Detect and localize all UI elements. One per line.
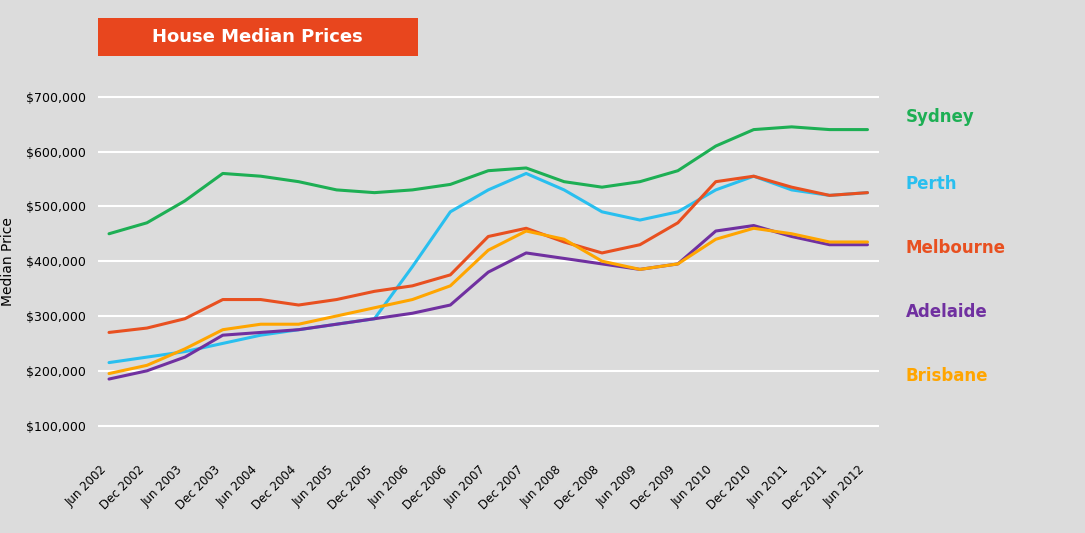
Text: Adelaide: Adelaide <box>906 303 987 321</box>
Text: Brisbane: Brisbane <box>906 367 988 385</box>
Text: House Median Prices: House Median Prices <box>152 28 363 46</box>
Text: Melbourne: Melbourne <box>906 239 1006 257</box>
Text: Perth: Perth <box>906 175 957 193</box>
Text: Sydney: Sydney <box>906 108 974 126</box>
Y-axis label: Median Price: Median Price <box>1 217 15 305</box>
